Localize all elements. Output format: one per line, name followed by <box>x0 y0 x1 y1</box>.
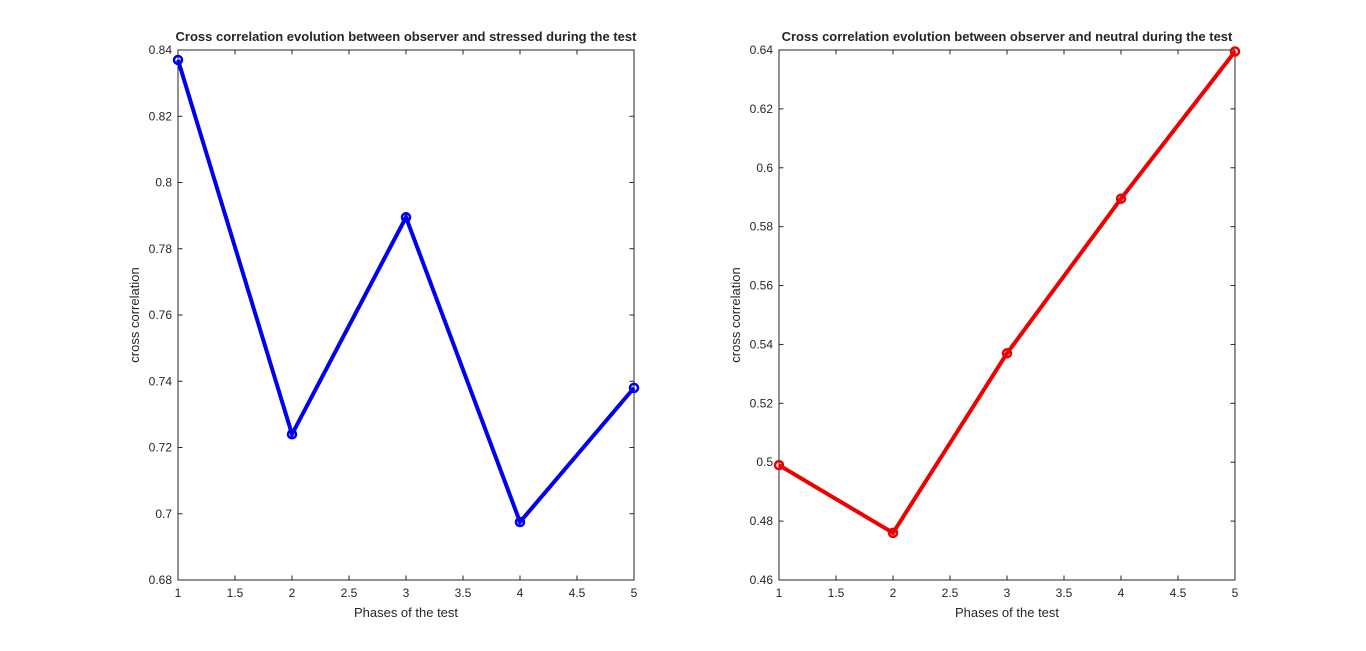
x-tick-label: 2 <box>890 586 897 600</box>
series-line <box>777 50 1237 536</box>
series-stressed <box>172 54 640 528</box>
data-point <box>773 459 785 471</box>
y-tick-label: 0.64 <box>750 43 774 57</box>
y-tick-label: 0.68 <box>149 573 173 587</box>
x-tick-label: 3.5 <box>1056 586 1073 600</box>
y-tick-label: 0.82 <box>149 109 173 123</box>
x-tick-label: 1.5 <box>227 586 244 600</box>
data-point <box>400 212 412 223</box>
y-axis-label-stressed: cross correlation <box>127 267 142 362</box>
x-tick-label: 3 <box>1004 586 1011 600</box>
y-tick-label: 0.58 <box>750 220 774 234</box>
data-point <box>887 527 899 539</box>
axes-box-stressed <box>177 49 635 581</box>
y-tick-label: 0.6 <box>756 161 773 175</box>
data-point <box>514 516 526 528</box>
y-tick-label: 0.52 <box>750 396 774 410</box>
data-point <box>1229 46 1241 57</box>
x-axis-label-stressed: Phases of the test <box>354 605 458 620</box>
x-tick-label: 1 <box>776 586 783 600</box>
x-axis-label-neutral: Phases of the test <box>955 605 1059 620</box>
y-tick-label: 0.54 <box>750 337 774 351</box>
chart-title-stressed: Cross correlation evolution between obse… <box>176 29 638 44</box>
x-tick-label: 3.5 <box>455 586 472 600</box>
data-point <box>1115 193 1127 204</box>
y-ticks-stressed: 0.68 0.7 0.72 0.74 0.76 0.78 0.8 0.82 0.84 <box>149 43 634 587</box>
y-tick-label: 0.76 <box>149 308 173 322</box>
x-tick-label: 4 <box>517 586 524 600</box>
y-axis-label-neutral: cross correlation <box>728 267 743 362</box>
x-ticks-neutral: 1 1.5 2 2.5 3 3.5 4 4.5 5 <box>776 50 1239 600</box>
x-tick-label: 5 <box>1232 586 1239 600</box>
x-tick-label: 2 <box>289 586 296 600</box>
x-tick-label: 5 <box>631 586 638 600</box>
x-tick-label: 2.5 <box>942 586 959 600</box>
y-tick-label: 0.7 <box>155 507 172 521</box>
x-tick-label: 1.5 <box>828 586 845 600</box>
y-tick-label: 0.5 <box>756 455 773 469</box>
y-tick-label: 0.74 <box>149 374 173 388</box>
data-point <box>172 54 184 66</box>
x-tick-label: 4 <box>1118 586 1125 600</box>
series-neutral <box>773 46 1241 539</box>
y-ticks-neutral: 0.46 0.48 0.5 0.52 0.54 0.56 0.58 0.6 0.62 0.64 <box>750 43 1235 587</box>
x-ticks-stressed: 1 1.5 2 2.5 3 3.5 4 4.5 5 <box>175 50 638 600</box>
axes-box-neutral <box>778 49 1236 581</box>
subplot-neutral: 1 1.5 2 2.5 3 3.5 4 4.5 5 0.46 0.48 0.5 0.52 0.54 0.5… <box>728 29 1241 620</box>
x-tick-label: 4.5 <box>1170 586 1187 600</box>
data-point <box>1001 348 1013 359</box>
x-tick-label: 4.5 <box>569 586 586 600</box>
subplot-stressed: 1 1.5 2 2.5 3 3.5 4 4.5 5 0.68 0.7 0.72 0.74 0.76 0.7… <box>127 29 640 620</box>
y-tick-label: 0.72 <box>149 441 173 455</box>
x-tick-label: 2.5 <box>341 586 358 600</box>
y-tick-label: 0.56 <box>750 279 774 293</box>
y-tick-label: 0.62 <box>750 102 774 116</box>
series-line <box>176 59 636 526</box>
data-point <box>286 429 298 440</box>
x-tick-label: 3 <box>403 586 410 600</box>
x-tick-label: 1 <box>175 586 182 600</box>
y-tick-label: 0.48 <box>750 514 774 528</box>
data-point <box>628 382 640 394</box>
y-tick-label: 0.8 <box>155 176 172 190</box>
y-tick-label: 0.84 <box>149 43 173 57</box>
chart-title-neutral: Cross correlation evolution between obse… <box>782 29 1233 44</box>
y-tick-label: 0.46 <box>750 573 774 587</box>
y-tick-label: 0.78 <box>149 242 173 256</box>
